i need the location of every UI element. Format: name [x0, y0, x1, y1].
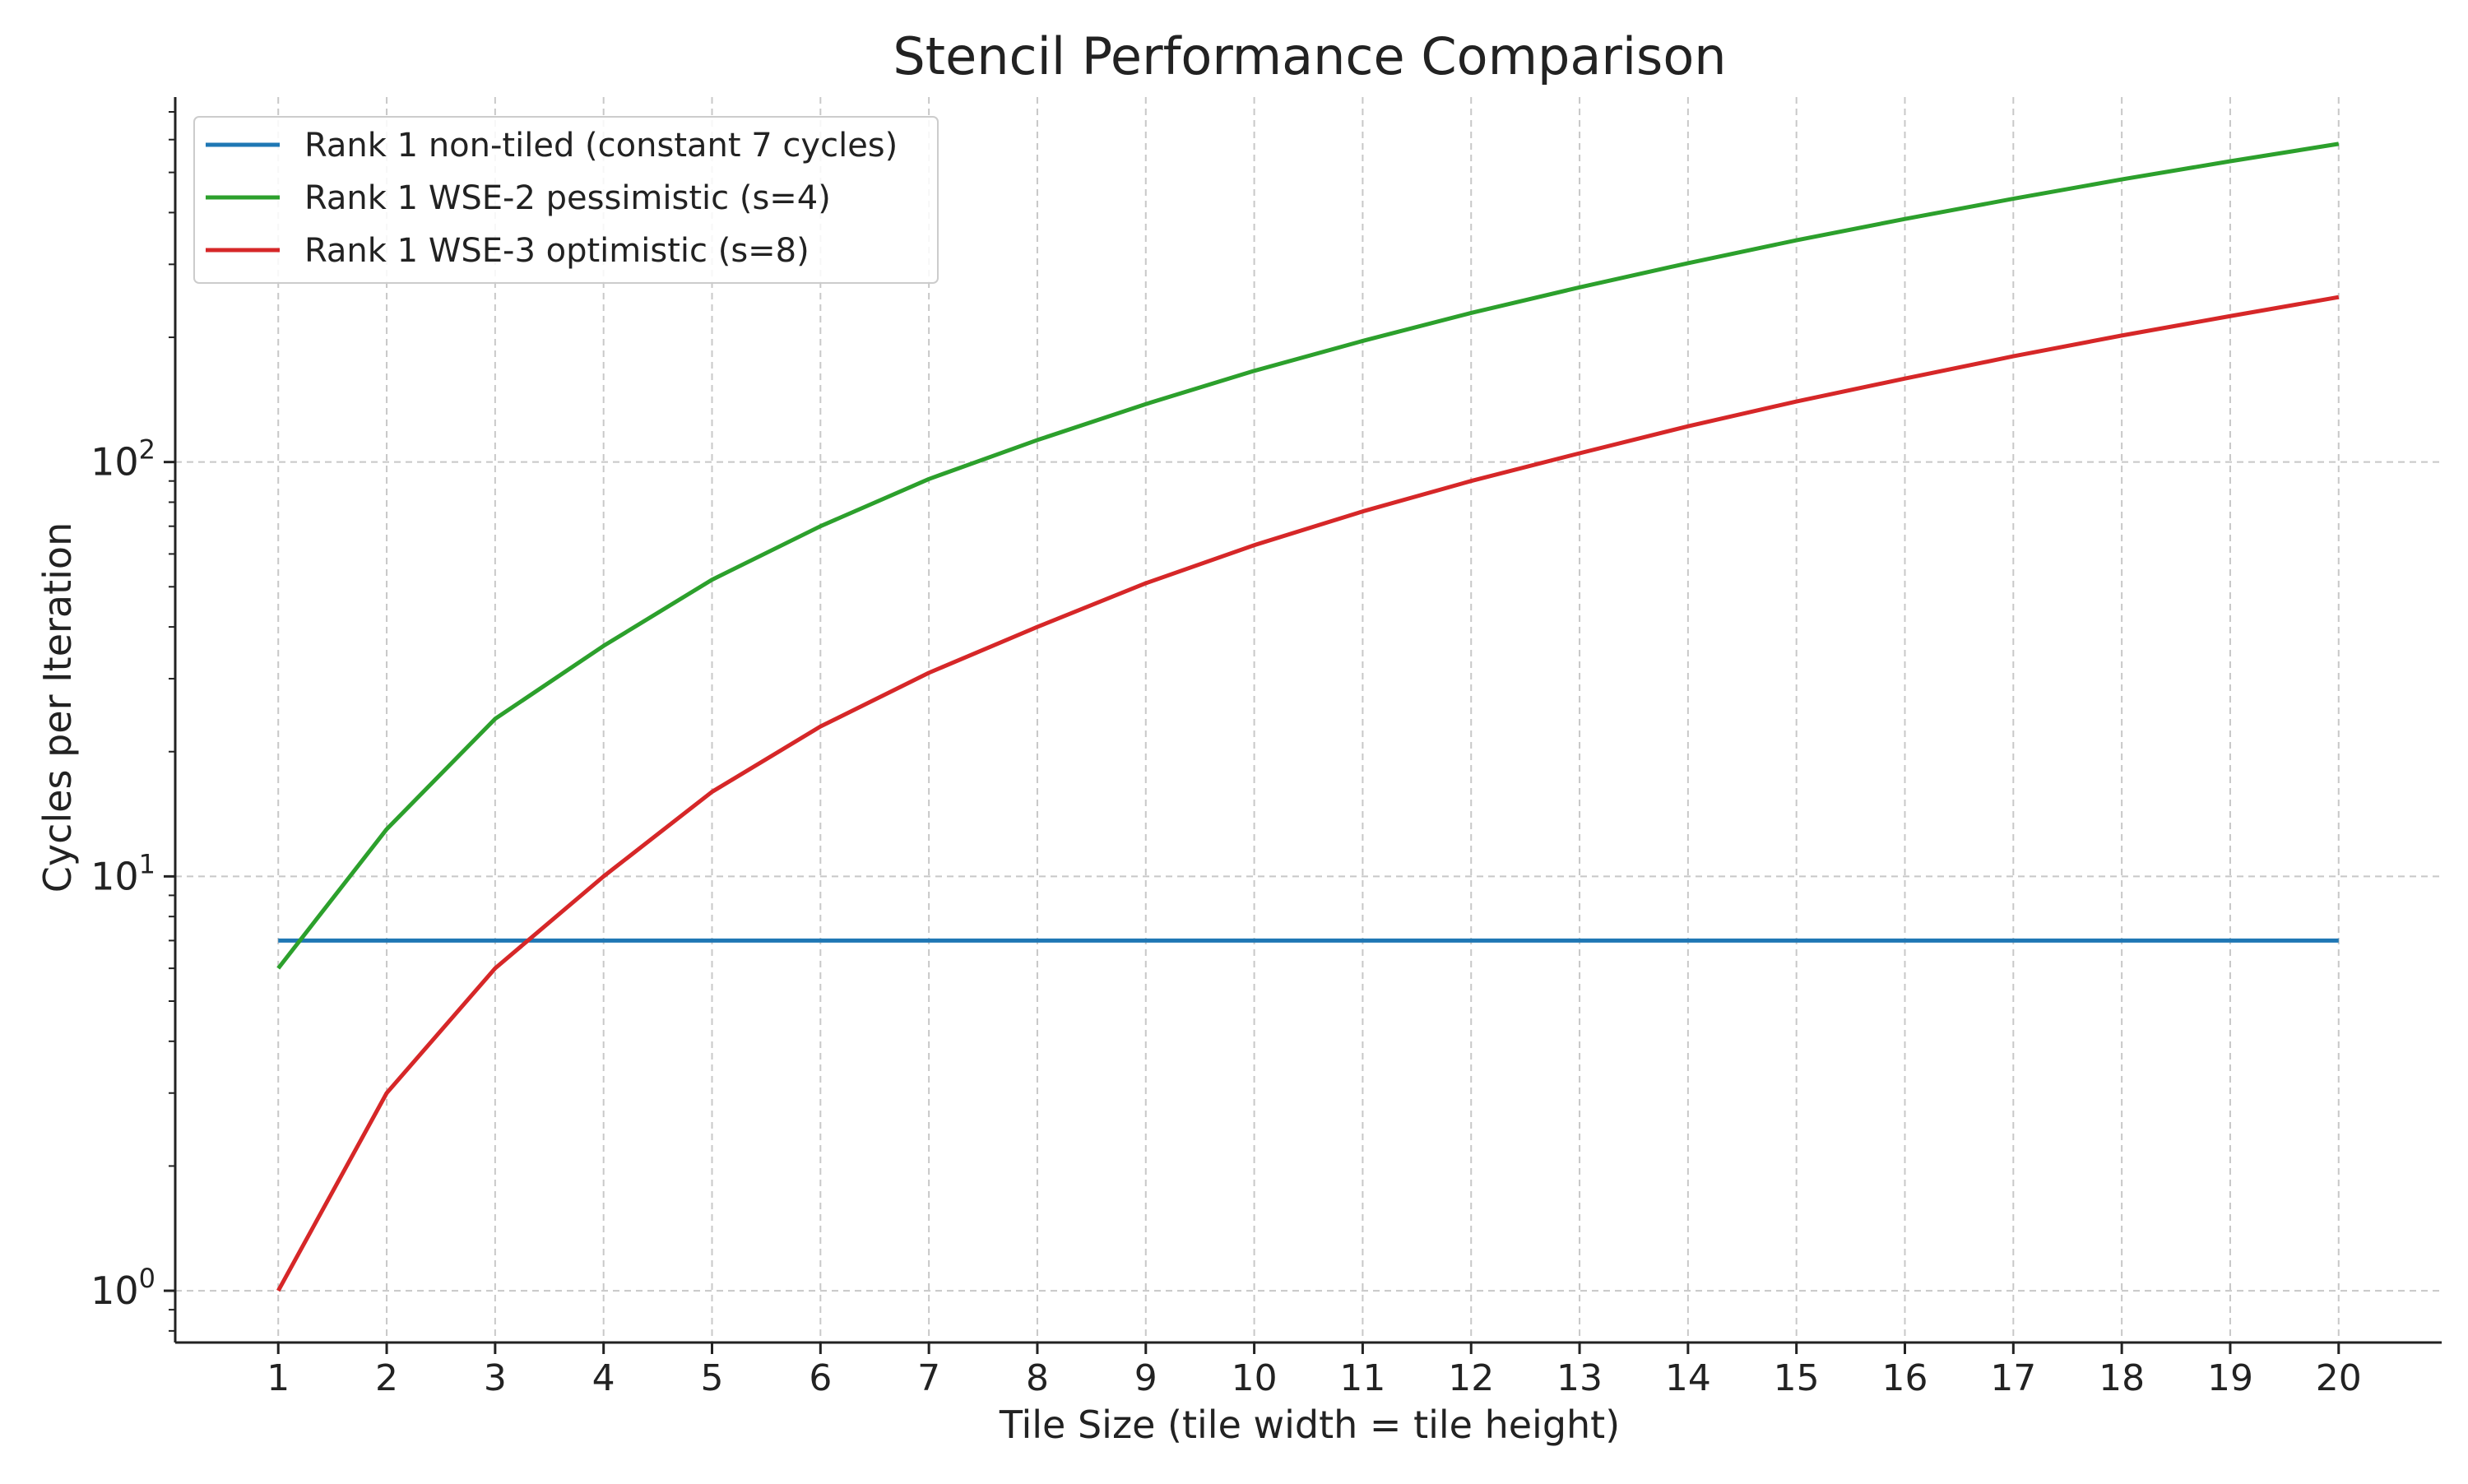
- y-tick-label: 100: [90, 1263, 155, 1313]
- x-tick-label: 4: [592, 1357, 615, 1399]
- legend-box: [193, 116, 939, 284]
- chart-title: Stencil Performance Comparison: [893, 26, 1726, 86]
- x-tick-label: 10: [1232, 1357, 1278, 1399]
- x-tick-label: 3: [484, 1357, 507, 1399]
- legend-label: Rank 1 non-tiled (constant 7 cycles): [304, 127, 898, 165]
- x-tick-label: 6: [809, 1357, 832, 1399]
- series-line-3: [276, 294, 2340, 1292]
- series-line-2: [276, 141, 2340, 970]
- grid-lines: [175, 97, 2442, 1343]
- x-tick-label: 1: [267, 1357, 290, 1399]
- legend-label: Rank 1 WSE-2 pessimistic (s=4): [304, 179, 831, 217]
- axes: [174, 97, 2442, 1344]
- x-tick-label: 13: [1556, 1357, 1603, 1399]
- x-axis-ticks: 1 2 3 4 5 6 7 8 9 10 11 12 13 14 15 16 17 18 19 20: [267, 1343, 2362, 1399]
- x-tick-label: 7: [917, 1357, 940, 1399]
- x-tick-label: 18: [2099, 1357, 2145, 1399]
- x-tick-label: 19: [2207, 1357, 2253, 1399]
- legend-label: Rank 1 WSE-3 optimistic (s=8): [304, 232, 810, 270]
- x-tick-label: 8: [1026, 1357, 1049, 1399]
- y-axis-ticks: 100 101 102: [90, 110, 175, 1332]
- x-tick-label: 17: [1990, 1357, 2036, 1399]
- y-axis-label: Cycles per Iteration: [35, 522, 80, 893]
- y-tick-label: 101: [90, 848, 155, 898]
- y-tick-label: 102: [90, 434, 155, 485]
- x-tick-label: 14: [1665, 1357, 1711, 1399]
- x-tick-label: 12: [1448, 1357, 1494, 1399]
- x-tick-label: 9: [1134, 1357, 1157, 1399]
- series-layer: [276, 141, 2340, 1292]
- x-tick-label: 16: [1882, 1357, 1928, 1399]
- x-tick-label: 5: [701, 1357, 724, 1399]
- x-tick-label: 20: [2316, 1357, 2362, 1399]
- legend: Rank 1 non-tiled (constant 7 cycles) Rank…: [193, 116, 939, 284]
- x-axis-label: Tile Size (tile width = tile height): [999, 1403, 1620, 1447]
- x-tick-label: 15: [1774, 1357, 1820, 1399]
- x-tick-label: 11: [1339, 1357, 1385, 1399]
- x-tick-label: 2: [375, 1357, 398, 1399]
